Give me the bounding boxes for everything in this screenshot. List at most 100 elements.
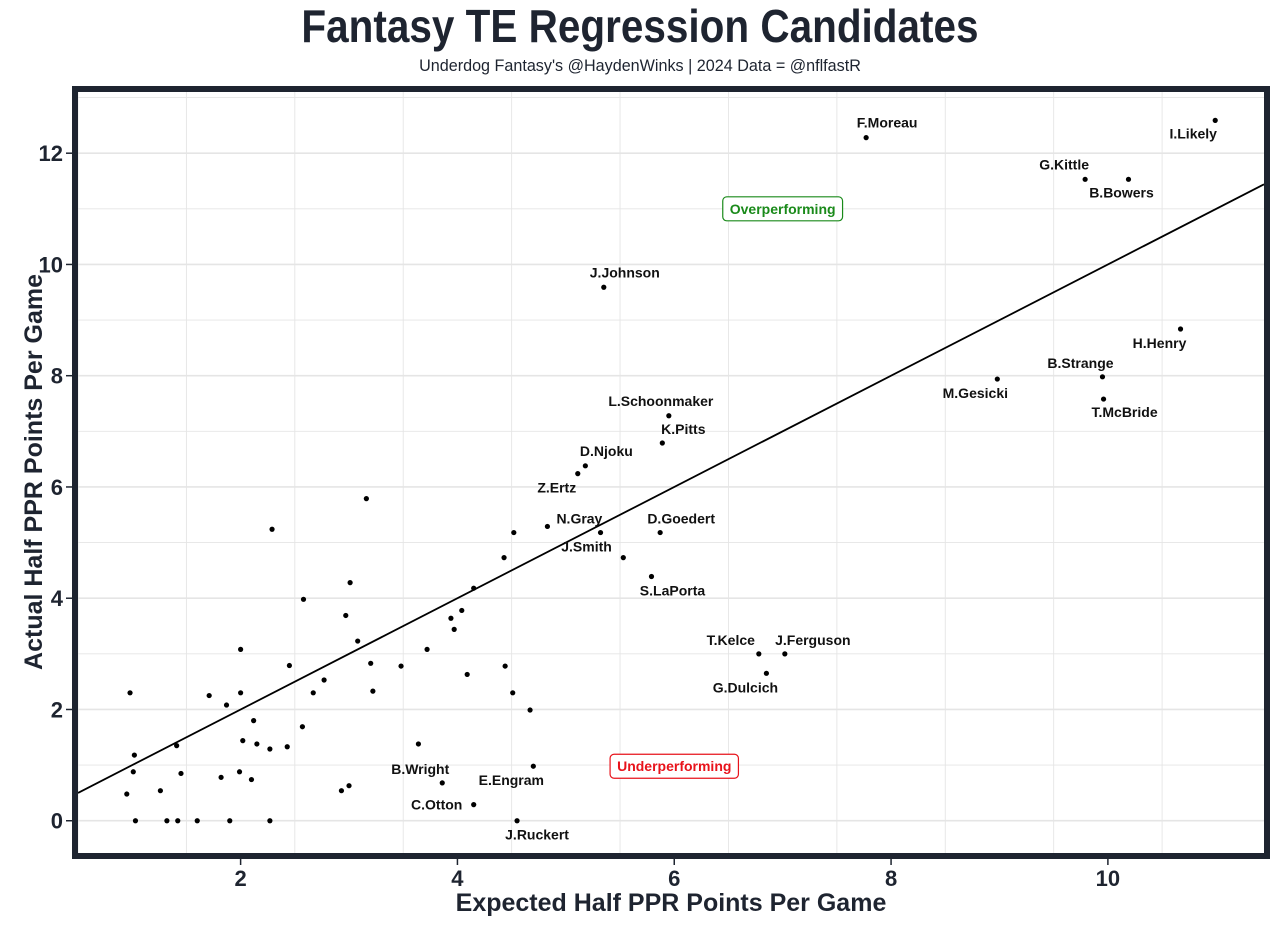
x-tick-label: 4 <box>451 866 464 891</box>
x-tick-label: 2 <box>234 866 246 891</box>
reference-line <box>77 183 1265 794</box>
data-point <box>299 724 306 730</box>
data-point <box>451 626 457 632</box>
data-point <box>131 752 137 758</box>
data-point <box>300 596 307 602</box>
data-point <box>1212 117 1218 123</box>
data-point <box>666 413 672 419</box>
data-point <box>863 135 869 141</box>
data-point <box>756 651 762 657</box>
x-tick-label: 8 <box>885 866 897 891</box>
point-label: J.Johnson <box>590 264 660 280</box>
y-axis-ticks: 0 2 4 6 8 10 12 <box>39 141 72 834</box>
y-tick-label: 0 <box>51 809 63 834</box>
y-tick-label: 6 <box>51 475 63 500</box>
data-point <box>502 663 508 669</box>
point-label: G.Kittle <box>1039 156 1089 172</box>
point-label: B.Wright <box>391 761 449 777</box>
data-point <box>1099 374 1106 380</box>
panel-border <box>72 86 1270 859</box>
point-label: T.McBride <box>1091 404 1157 420</box>
data-point <box>782 651 788 657</box>
data-point <box>368 660 374 666</box>
data-point <box>597 529 604 536</box>
chart-title: Fantasy TE Regression Candidates <box>301 0 979 52</box>
data-point <box>227 818 233 824</box>
overperforming-box <box>722 196 844 222</box>
data-point <box>439 780 445 786</box>
data-point <box>132 818 139 824</box>
data-point <box>575 471 581 477</box>
data-point <box>370 688 376 694</box>
data-point <box>471 802 477 808</box>
data-point <box>1100 396 1107 402</box>
data-point <box>124 791 130 797</box>
data-point <box>415 741 422 747</box>
x-tick-label: 6 <box>668 866 680 891</box>
data-point <box>236 769 243 775</box>
data-point <box>206 692 212 699</box>
data-point <box>240 738 246 744</box>
point-label: B.Strange <box>1047 355 1113 371</box>
data-point <box>178 770 184 777</box>
data-point <box>347 580 353 586</box>
point-label: F.Moreau <box>857 115 918 131</box>
data-point <box>248 776 255 783</box>
point-label: M.Gesicki <box>943 385 1008 401</box>
point-label: Z.Ertz <box>537 480 576 496</box>
data-point <box>464 671 470 678</box>
underperforming-box <box>609 753 740 779</box>
data-point <box>238 646 244 652</box>
point-label: J.Ferguson <box>775 632 850 648</box>
data-point <box>459 607 465 614</box>
point-label: L.Schoonmaker <box>608 393 714 409</box>
data-point <box>763 670 770 676</box>
y-tick-label: 8 <box>51 364 63 389</box>
data-point <box>1082 176 1088 182</box>
point-label: S.LaPorta <box>640 583 706 599</box>
data-point <box>343 612 349 619</box>
data-point <box>448 615 454 621</box>
data-point <box>346 783 352 789</box>
data-point <box>286 662 292 669</box>
data-point <box>582 463 588 469</box>
chart-subtitle: Underdog Fantasy's @HaydenWinks | 2024 D… <box>419 56 861 75</box>
reference-line-group <box>77 183 1265 794</box>
data-point <box>251 718 257 724</box>
data-point <box>398 663 404 669</box>
data-point <box>501 555 507 561</box>
data-point <box>254 741 260 747</box>
data-point <box>620 555 626 561</box>
point-label: B.Bowers <box>1089 184 1154 200</box>
data-point <box>471 585 477 591</box>
y-tick-label: 2 <box>51 697 63 722</box>
data-point <box>530 763 536 769</box>
data-point <box>1177 326 1184 332</box>
data-point <box>994 376 1000 382</box>
point-label: D.Njoku <box>580 443 633 459</box>
data-point <box>363 496 369 502</box>
point-label: I.Likely <box>1169 125 1217 141</box>
overperforming-label: Overperforming <box>730 201 836 217</box>
data-point <box>223 702 230 708</box>
data-point <box>511 529 517 536</box>
data-point <box>1125 176 1132 182</box>
data-point <box>269 526 275 532</box>
x-axis-ticks: 2 4 6 8 10 <box>234 859 1120 891</box>
y-axis-title: Actual Half PPR Points Per Game <box>20 274 48 670</box>
y-tick-label: 4 <box>51 586 64 611</box>
data-point <box>659 440 665 446</box>
data-point <box>657 529 663 536</box>
data-point <box>338 788 345 794</box>
data-point <box>175 818 181 824</box>
data-point <box>355 638 361 644</box>
point-label: N.Gray <box>556 510 602 526</box>
underperforming-label: Underperforming <box>617 758 731 774</box>
data-point <box>601 284 607 290</box>
annotations: Overperforming Underperforming <box>609 196 844 779</box>
data-point <box>510 690 516 696</box>
grid-lines <box>77 92 1264 853</box>
data-point <box>164 818 170 824</box>
